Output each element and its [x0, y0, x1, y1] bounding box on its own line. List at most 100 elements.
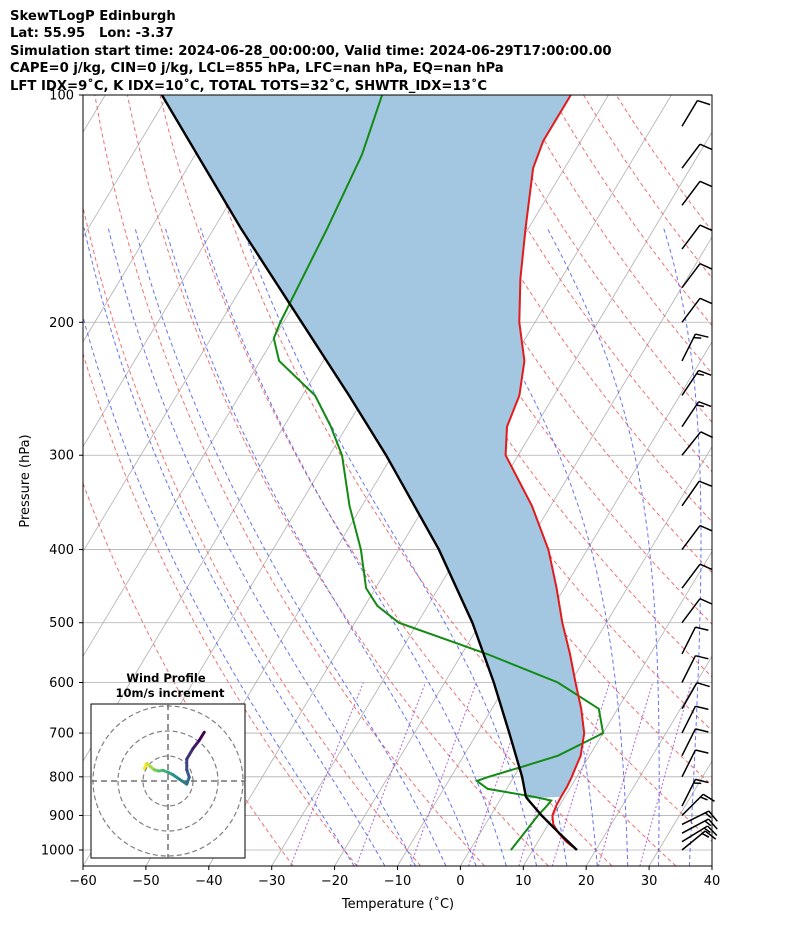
hodograph-ring	[117, 730, 219, 832]
dry-adiabat	[322, 95, 712, 678]
wind-barb	[681, 297, 713, 323]
wind-barb	[681, 524, 713, 551]
isotherm-line	[83, 95, 295, 448]
mixing-ratio-line	[409, 682, 477, 866]
wind-barb	[681, 563, 713, 589]
temperature-line	[504, 95, 586, 851]
wind-barb	[681, 778, 709, 807]
dry-adiabat	[420, 95, 712, 523]
x-tick-label: 30	[641, 874, 658, 889]
location-line: Lat: 55.95 Lon: -3.37	[10, 26, 174, 42]
wind-barb	[681, 681, 710, 710]
wind-barb	[681, 263, 713, 289]
dewpoint-line	[272, 95, 605, 851]
isotherm-line	[334, 236, 712, 866]
x-tick-label: 40	[704, 874, 721, 889]
cape-fill	[161, 95, 585, 799]
dry-adiabat	[126, 95, 549, 866]
mixing-ratio-line	[355, 682, 426, 866]
profile-lines	[160, 95, 605, 851]
y-axis-label: Pressure (hPa)	[18, 434, 33, 527]
x-tick-label: 20	[578, 874, 595, 889]
y-tick-label: 300	[49, 449, 74, 464]
mixing-ratio-line	[639, 682, 692, 866]
parcel-line	[160, 95, 578, 851]
time-line: Simulation start time: 2024-06-28_00:00:…	[10, 43, 612, 59]
x-tick-label: −40	[195, 874, 222, 889]
y-tick-label: 900	[49, 809, 74, 824]
dry-adiabats	[83, 95, 712, 866]
hodograph-segment	[185, 747, 195, 761]
isotherm-line	[711, 865, 712, 866]
x-tick-label: 10	[515, 874, 532, 889]
wind-barb	[681, 654, 709, 683]
moist-adiabat	[164, 227, 477, 866]
isotherm-line	[397, 341, 712, 866]
mixing-ratio-line	[551, 682, 611, 866]
mixing-ratio-line	[597, 682, 654, 866]
wind-barb	[681, 333, 709, 362]
wind-barb	[681, 728, 709, 757]
moist-adiabat	[83, 315, 355, 866]
wind-barb	[681, 598, 713, 624]
hodograph-title: Wind Profile	[126, 671, 206, 685]
wind-barb	[681, 793, 715, 816]
moist-adiabat	[242, 227, 538, 866]
cape-line: CAPE=0 j/kg, CIN=0 j/kg, LCL=855 hPa, LF…	[10, 61, 504, 77]
dry-adiabat	[83, 205, 422, 866]
y-tick-label: 100	[49, 89, 74, 104]
moist-adiabat	[200, 227, 507, 866]
wind-barb	[681, 180, 713, 206]
dry-adiabat	[354, 95, 712, 625]
dry-adiabat	[83, 481, 294, 866]
chart-title: SkewTLogP Edinburgh	[10, 9, 176, 24]
y-tick-label: 700	[49, 727, 74, 742]
y-tick-label: 400	[49, 543, 74, 558]
wind-barb	[681, 830, 717, 851]
moist-adiabat	[663, 227, 702, 866]
mixing-ratio-line	[290, 682, 364, 866]
hodograph-subtitle: 10m/s increment	[116, 686, 225, 700]
x-tick-label: 0	[456, 874, 464, 889]
x-tick-label: −30	[258, 874, 285, 889]
wind-barb	[681, 224, 713, 250]
x-axis-label: Temperature (˚C)	[341, 896, 454, 912]
wind-barb	[681, 818, 718, 834]
dry-adiabat	[192, 95, 677, 866]
wind-barb	[681, 369, 712, 396]
dry-adiabat	[583, 95, 712, 279]
dry-adiabat	[94, 95, 485, 866]
y-tick-label: 600	[49, 676, 74, 691]
isotherm-line	[585, 655, 712, 866]
wind-barb	[681, 626, 709, 655]
y-tick-label: 200	[49, 316, 74, 331]
dry-adiabat	[485, 95, 712, 423]
moist-adiabat	[134, 227, 447, 866]
y-tick-label: 800	[49, 770, 74, 785]
wind-barbs	[681, 99, 718, 851]
isotherm-line	[83, 95, 232, 343]
wind-barb	[681, 810, 718, 826]
x-tick-label: −60	[69, 874, 96, 889]
dry-adiabat	[224, 95, 712, 843]
x-tick-label: −20	[321, 874, 348, 889]
hodograph-segment	[197, 730, 206, 742]
wind-barb	[681, 99, 711, 127]
wind-barb	[681, 480, 712, 507]
x-tick-label: −50	[132, 874, 159, 889]
moist-adiabat	[546, 227, 660, 866]
isotherm-line	[522, 550, 712, 866]
dry-adiabat	[159, 95, 613, 866]
wind-barb	[681, 143, 713, 169]
hodograph-segment	[191, 738, 201, 750]
moist-adiabat	[293, 227, 568, 866]
wind-barb	[681, 431, 714, 456]
axes-ticks: −60 −50 −40 −30 −20 −10 0 10 20 30 40 100 200 300 400 5…	[41, 89, 720, 890]
wind-barb	[681, 705, 709, 734]
y-tick-label: 1000	[41, 844, 74, 859]
isotherm-line	[648, 760, 712, 866]
cape-area	[161, 95, 585, 799]
isotherm-line	[83, 95, 169, 238]
chart-header: SkewTLogP Edinburgh Lat: 55.95 Lon: -3.3…	[10, 8, 612, 95]
